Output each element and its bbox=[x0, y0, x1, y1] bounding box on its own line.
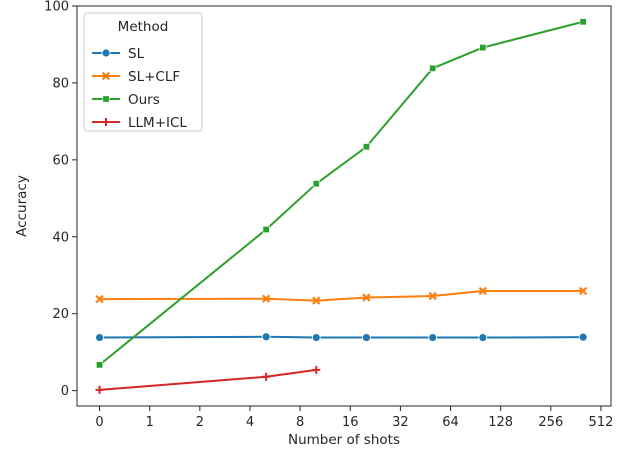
plot-area bbox=[76, 5, 612, 407]
plot-frame bbox=[76, 5, 612, 407]
legend-swatch-marker bbox=[102, 95, 110, 103]
legend-swatch-marker bbox=[101, 48, 111, 58]
data-point bbox=[362, 333, 371, 342]
data-point bbox=[95, 385, 104, 394]
y-tick-label: 100 bbox=[44, 0, 69, 15]
data-point bbox=[579, 18, 587, 26]
data-point bbox=[312, 365, 321, 374]
data-point bbox=[478, 286, 488, 296]
y-axis-ticks: 0 20 40 60 80 100 bbox=[44, 0, 77, 399]
series-llm-icl bbox=[95, 365, 321, 394]
legend-label: SL bbox=[128, 46, 145, 62]
data-point bbox=[578, 286, 588, 296]
data-point bbox=[428, 333, 438, 342]
legend-label: Ours bbox=[128, 92, 160, 108]
data-point bbox=[311, 333, 321, 342]
data-point bbox=[478, 333, 488, 342]
data-point bbox=[95, 294, 104, 304]
data-point bbox=[312, 180, 320, 188]
y-tick-label: 60 bbox=[52, 153, 69, 168]
series-sl bbox=[95, 332, 588, 342]
x-axis-ticks: 0 1 2 4 8 16 32 64 128 256 512 bbox=[95, 406, 613, 430]
legend-swatch-marker bbox=[102, 118, 110, 126]
data-point bbox=[578, 332, 588, 342]
x-tick-label: 8 bbox=[296, 415, 304, 430]
x-tick-label: 0 bbox=[95, 415, 103, 430]
y-tick-label: 20 bbox=[52, 307, 69, 322]
legend-item: SL bbox=[92, 46, 145, 62]
data-point bbox=[262, 372, 271, 381]
x-tick-label: 512 bbox=[589, 415, 614, 430]
y-tick-label: 0 bbox=[61, 384, 69, 399]
data-point bbox=[362, 293, 371, 302]
x-tick-label: 2 bbox=[196, 415, 204, 430]
x-tick-label: 1 bbox=[146, 415, 154, 430]
data-point bbox=[95, 333, 104, 342]
series-line bbox=[99, 290, 584, 302]
x-axis-label: Number of shots bbox=[288, 432, 400, 448]
series-line bbox=[99, 335, 584, 339]
y-tick-label: 40 bbox=[52, 230, 69, 245]
legend-label: LLM+ICL bbox=[128, 115, 187, 131]
legend-item: LLM+ICL bbox=[92, 115, 187, 131]
data-point bbox=[479, 44, 487, 52]
y-axis-label: Accuracy bbox=[14, 175, 30, 237]
data-point bbox=[362, 143, 370, 151]
y-tick-label: 80 bbox=[52, 76, 69, 91]
data-point bbox=[429, 64, 437, 72]
series-sl-clf bbox=[95, 286, 588, 305]
x-tick-label: 32 bbox=[392, 415, 409, 430]
series-ours bbox=[96, 18, 587, 369]
x-tick-label: 256 bbox=[538, 415, 563, 430]
x-tick-label: 4 bbox=[246, 415, 254, 430]
data-point bbox=[262, 225, 270, 233]
data-point bbox=[261, 294, 271, 303]
legend-box bbox=[83, 12, 203, 132]
legend-swatch-marker bbox=[101, 71, 111, 81]
data-point bbox=[428, 291, 437, 301]
legend-title: Method bbox=[118, 19, 169, 35]
data-point bbox=[96, 361, 104, 369]
x-tick-label: 16 bbox=[342, 415, 359, 430]
data-point bbox=[261, 332, 271, 342]
legend-label: SL+CLF bbox=[128, 69, 180, 85]
legend-item: SL+CLF bbox=[92, 69, 180, 85]
legend-item: Ours bbox=[92, 92, 160, 108]
series-line bbox=[99, 368, 317, 391]
legend: Method SL SL+CLF Ours LLM+ICL bbox=[83, 12, 203, 132]
x-tick-label: 128 bbox=[488, 415, 513, 430]
x-tick-label: 64 bbox=[442, 415, 459, 430]
data-point bbox=[312, 296, 321, 305]
